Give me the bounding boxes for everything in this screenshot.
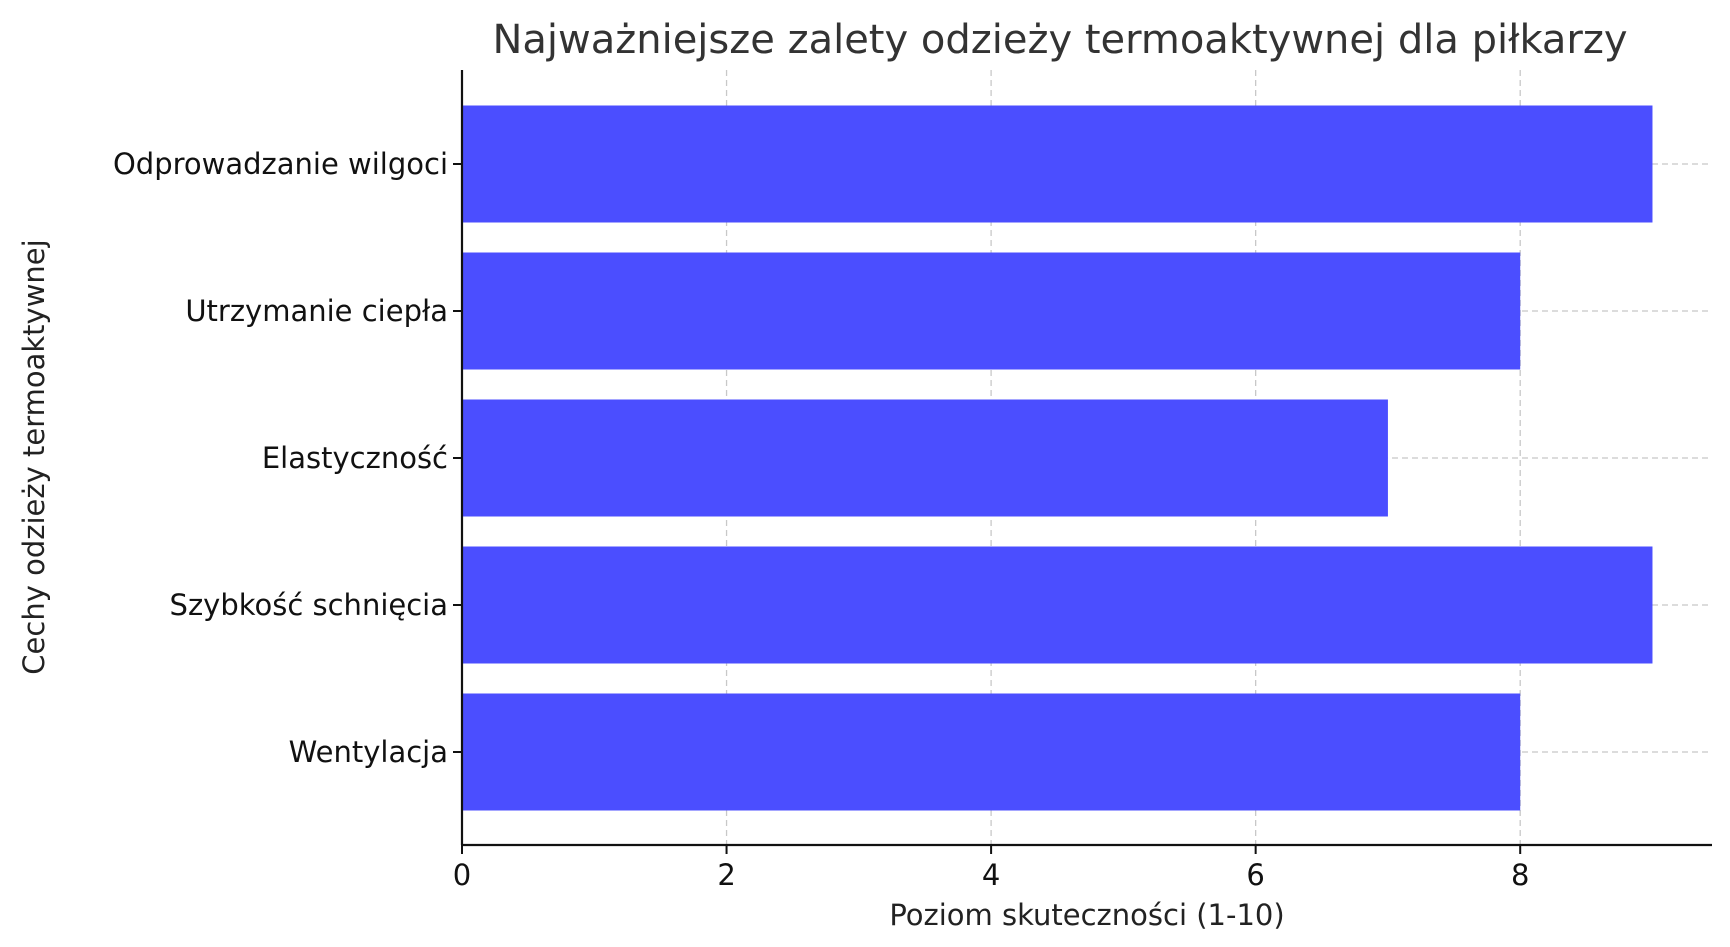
x-axis-ticks: 0 2 4 6 8 xyxy=(453,845,1529,892)
bar xyxy=(462,252,1521,370)
x-axis-label: Poziom skuteczności (1-10) xyxy=(889,898,1284,932)
bar xyxy=(462,546,1653,664)
x-tick-label: 0 xyxy=(453,858,471,892)
bars xyxy=(462,105,1653,811)
y-tick-label: Wentylacja xyxy=(289,735,448,769)
x-tick-label: 8 xyxy=(1511,858,1529,892)
y-tick-label: Szybkość schnięcia xyxy=(170,588,448,622)
y-tick-label: Odprowadzanie wilgoci xyxy=(113,147,448,181)
y-tick-label: Utrzymanie ciepła xyxy=(185,294,448,328)
x-tick-label: 2 xyxy=(717,858,735,892)
x-tick-label: 4 xyxy=(982,858,1000,892)
bar xyxy=(462,105,1653,223)
chart-title: Najważniejsze zalety odzieży termoaktywn… xyxy=(492,17,1627,63)
y-axis-label: Cechy odzieży termoaktywnej xyxy=(17,239,51,674)
y-axis-ticks: Odprowadzanie wilgoci Utrzymanie ciepła El… xyxy=(113,147,462,769)
bar xyxy=(462,693,1521,811)
y-tick-label: Elastyczność xyxy=(262,441,448,475)
x-tick-label: 6 xyxy=(1246,858,1264,892)
bar xyxy=(462,399,1388,517)
